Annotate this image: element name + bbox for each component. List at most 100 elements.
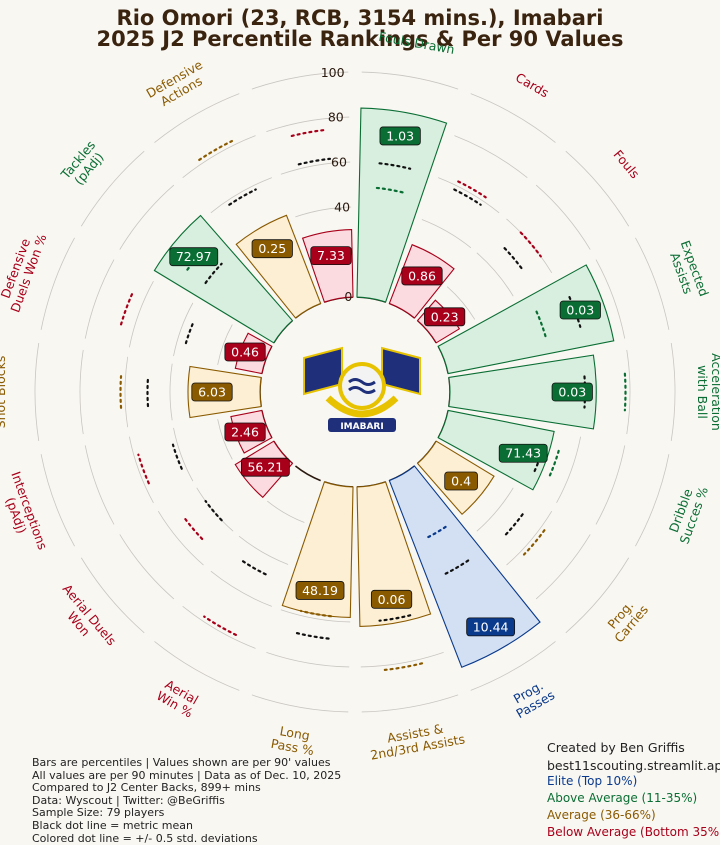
- metric-label: Shot Blocks: [0, 356, 8, 429]
- crest-shield: [338, 362, 386, 410]
- std-dot-line: [623, 372, 627, 412]
- grid-arc: [157, 510, 204, 566]
- grid-arc: [535, 184, 591, 250]
- metric-label-line: Fouls: [610, 147, 642, 181]
- value-label-box: [251, 239, 293, 259]
- grid-arc: [238, 535, 289, 565]
- value-label-box: [444, 471, 478, 491]
- value-label-box: [240, 457, 290, 477]
- value-label: 72.97: [176, 249, 212, 264]
- value-label: 0.06: [378, 592, 406, 607]
- mean-dot-line: [378, 614, 412, 622]
- mean-dot-line: [453, 188, 482, 206]
- metric-label: Tackles(pAdj): [57, 138, 106, 188]
- grid-arc: [470, 93, 556, 143]
- std-dot-line: [522, 529, 546, 556]
- std-dot-line: [375, 186, 406, 194]
- grid-arc: [251, 694, 349, 713]
- grid-arc: [128, 436, 154, 503]
- mean-dot-line: [294, 631, 330, 640]
- percentile-bar: [388, 465, 541, 668]
- value-label-box: [498, 443, 548, 463]
- grid-arc: [267, 500, 305, 523]
- percentile-tick-label: 60: [331, 155, 347, 170]
- grid-arc: [535, 534, 591, 600]
- percentile-tick-label: 100: [321, 65, 345, 80]
- grid-arc: [40, 454, 75, 547]
- grid-arc: [506, 218, 553, 274]
- value-label-box: [401, 266, 443, 286]
- metric-label-line: Long: [279, 723, 311, 743]
- value-label: 0.03: [558, 385, 586, 400]
- club-crest-icon: IMABARI: [303, 346, 421, 432]
- std-dot-line: [519, 231, 542, 258]
- std-dot-line: [299, 609, 333, 618]
- grid-arc: [421, 219, 472, 249]
- footnote-line: Bars are percentiles | Values shown are …: [32, 756, 331, 769]
- value-label-box: [169, 247, 219, 267]
- percentile-bar: [437, 409, 555, 491]
- grid-arc: [154, 641, 240, 691]
- metric-label: Fouls: [610, 147, 642, 181]
- grid-arc: [154, 93, 240, 143]
- mean-dot-line: [583, 375, 587, 409]
- value-label: 48.19: [302, 583, 338, 598]
- metric-label-line: Cards: [513, 70, 551, 101]
- grid-arc: [34, 342, 40, 442]
- value-label-box: [559, 300, 601, 320]
- crest-text: IMABARI: [340, 422, 383, 432]
- mean-dot-line: [228, 188, 257, 206]
- mean-dot-line: [297, 157, 332, 166]
- std-dot-line: [425, 525, 447, 539]
- value-label: 2.46: [231, 425, 259, 440]
- metric-label: Prog.Passes: [511, 678, 557, 722]
- value-label-box: [551, 382, 593, 402]
- value-label: 0.46: [231, 344, 259, 359]
- value-label: 0.03: [566, 303, 594, 318]
- std-dot-line: [119, 375, 123, 409]
- grid-arc: [124, 356, 129, 428]
- metric-label-line: Acceleration: [709, 353, 720, 431]
- metric-label-line: Fouls Drawn: [377, 29, 455, 57]
- value-label: 0.25: [258, 241, 286, 256]
- metric-label: Fouls Drawn: [377, 29, 455, 57]
- value-label: 0.4: [451, 474, 471, 489]
- chart-title: Rio Omori (23, RCB, 3154 mins.), Imabari: [116, 6, 604, 30]
- grid-arc: [266, 116, 350, 133]
- grid-arc: [119, 184, 175, 250]
- std-dot-line: [198, 139, 234, 162]
- grid-arc: [476, 252, 514, 297]
- footnote-line: Compared to J2 Center Backs, 899+ mins: [32, 781, 261, 795]
- credit: Created by Ben Griffis best11scouting.st…: [547, 739, 720, 774]
- grid-arc: [295, 206, 352, 218]
- legend-elite: Elite (Top 10%): [547, 774, 638, 788]
- grid-arc: [361, 71, 459, 90]
- grid-arc: [182, 606, 256, 649]
- crest-flag-left: [303, 346, 343, 396]
- std-dot-line: [457, 180, 487, 199]
- footnote: Bars are percentiles | Values shown are …: [32, 756, 341, 845]
- grid-arc: [173, 302, 194, 357]
- mean-dot-line: [378, 162, 412, 170]
- grid-arc: [266, 651, 350, 668]
- percentile-tick-label: 40: [334, 199, 350, 214]
- std-dot-line: [182, 515, 204, 541]
- std-dot-line: [290, 128, 328, 138]
- crest-flag-right: [381, 346, 421, 396]
- grid-arc: [128, 281, 154, 348]
- footnote-line: Colored dot line = +/- 0.5 std. deviatio…: [32, 831, 258, 845]
- footnote-line: Data: Wyscout | Twitter: @BeGriffis: [32, 793, 225, 807]
- grid-arc: [217, 324, 233, 365]
- grid-arc: [80, 150, 145, 227]
- mean-dot-line: [568, 295, 582, 328]
- mean-dot-line: [443, 559, 470, 576]
- baseline-arc: [294, 465, 321, 482]
- mean-dot-line: [204, 499, 223, 522]
- std-dot-line: [137, 453, 150, 485]
- mean-dot-line: [204, 262, 223, 285]
- grid-arc: [84, 445, 115, 525]
